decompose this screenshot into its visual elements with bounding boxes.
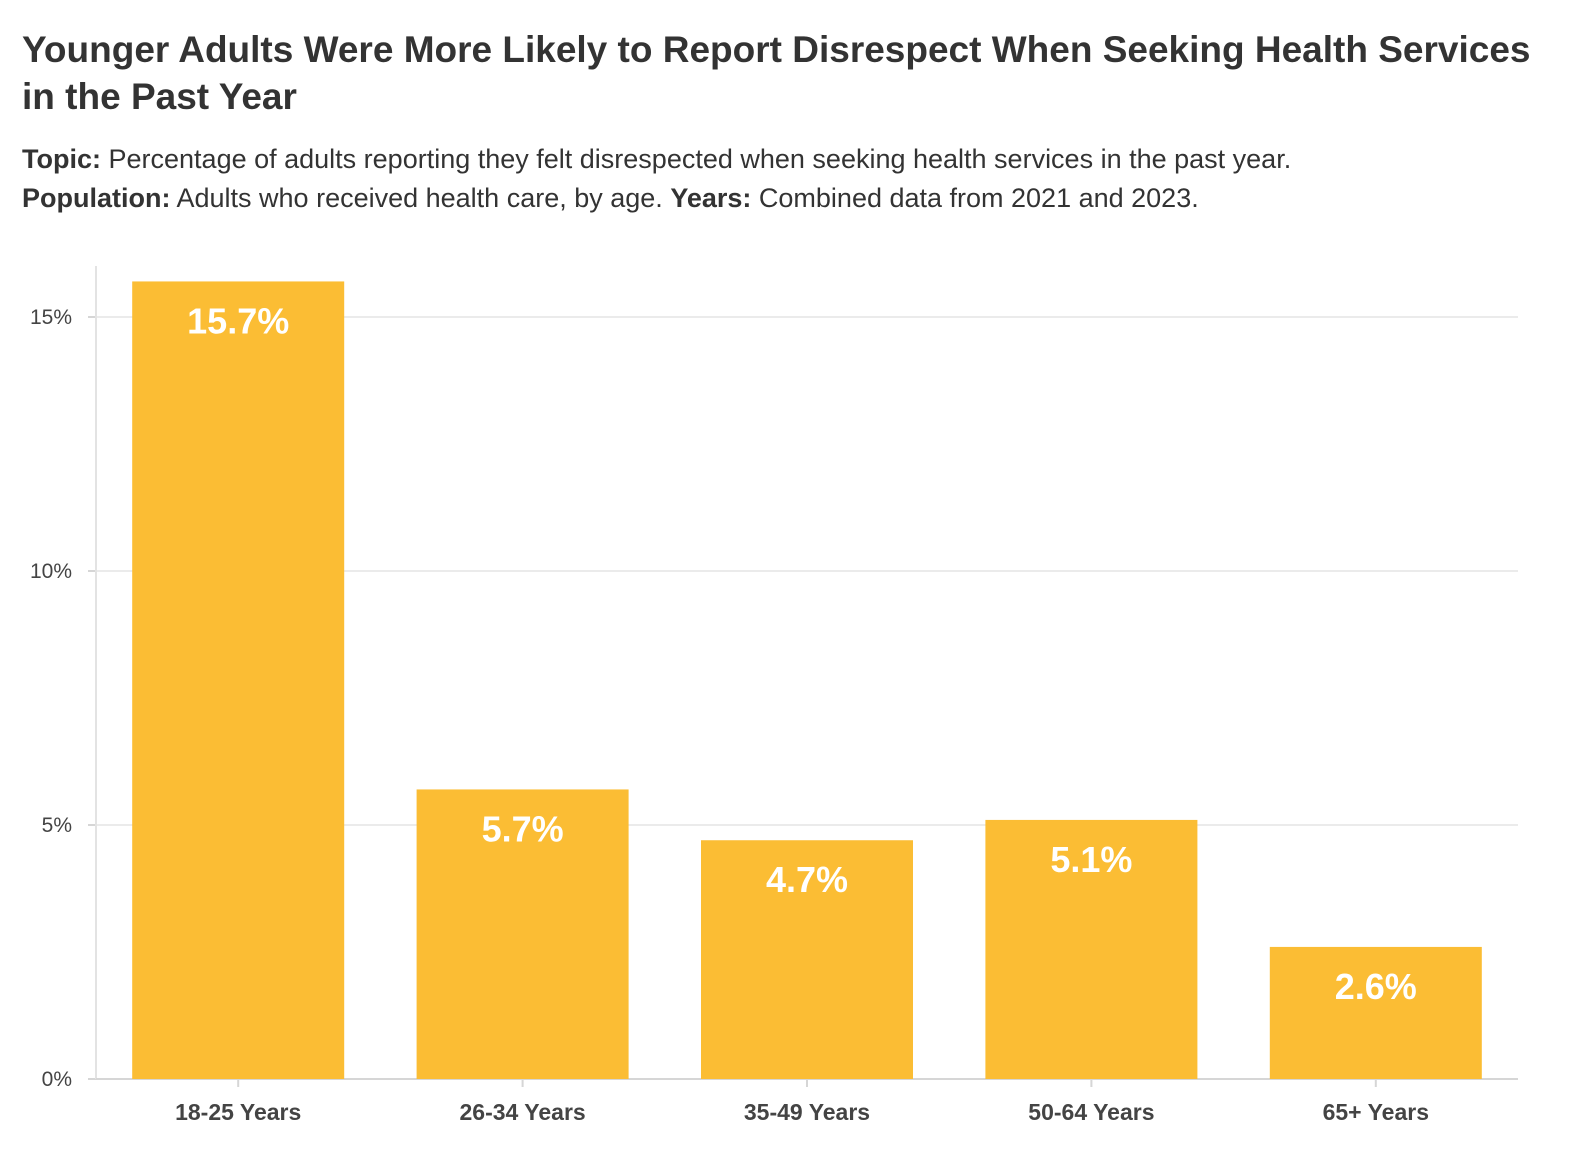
bar <box>1269 946 1482 1079</box>
population-label: Population: <box>22 183 171 213</box>
data-label: 5.1% <box>1050 839 1132 880</box>
topic-label: Topic: <box>22 144 101 174</box>
years-label: Years: <box>670 183 752 213</box>
x-tick-label: 65+ Years <box>1323 1099 1429 1125</box>
bars <box>132 281 1482 1079</box>
y-axis-ticks: 0% 5% 10% 15% <box>30 306 96 1091</box>
bar <box>985 819 1198 1079</box>
data-label: 15.7% <box>187 300 289 341</box>
x-axis-ticks: 18-25 Years 26-34 Years 35-49 Years 50-64 Y… <box>175 1079 1429 1125</box>
y-tick-label: 10% <box>30 560 72 583</box>
y-tick-label: 5% <box>42 814 72 837</box>
data-label: 4.7% <box>766 859 848 900</box>
bar <box>416 789 629 1079</box>
data-label: 2.6% <box>1335 966 1417 1007</box>
chart-title: Younger Adults Were More Likely to Repor… <box>22 29 1531 117</box>
x-tick-label: 18-25 Years <box>175 1099 301 1125</box>
x-tick-label: 50-64 Years <box>1028 1099 1154 1125</box>
bar <box>701 840 913 1079</box>
y-tick-label: 0% <box>42 1068 72 1091</box>
x-tick-label: 35-49 Years <box>744 1099 870 1125</box>
y-tick-label: 15% <box>30 306 72 329</box>
chart-subtitle: Topic: Percentage of adults reporting th… <box>22 140 1582 218</box>
years-text: Combined data from 2021 and 2023. <box>758 183 1199 213</box>
population-text: Adults who received health care, by age. <box>176 183 663 213</box>
data-label: 5.7% <box>482 808 564 849</box>
x-tick-label: 26-34 Years <box>459 1099 585 1125</box>
topic-text: Percentage of adults reporting they felt… <box>108 144 1292 174</box>
data-labels: 15.7% 5.7% 4.7% 5.1% 2.6% <box>187 300 1417 1006</box>
bar <box>132 281 345 1079</box>
